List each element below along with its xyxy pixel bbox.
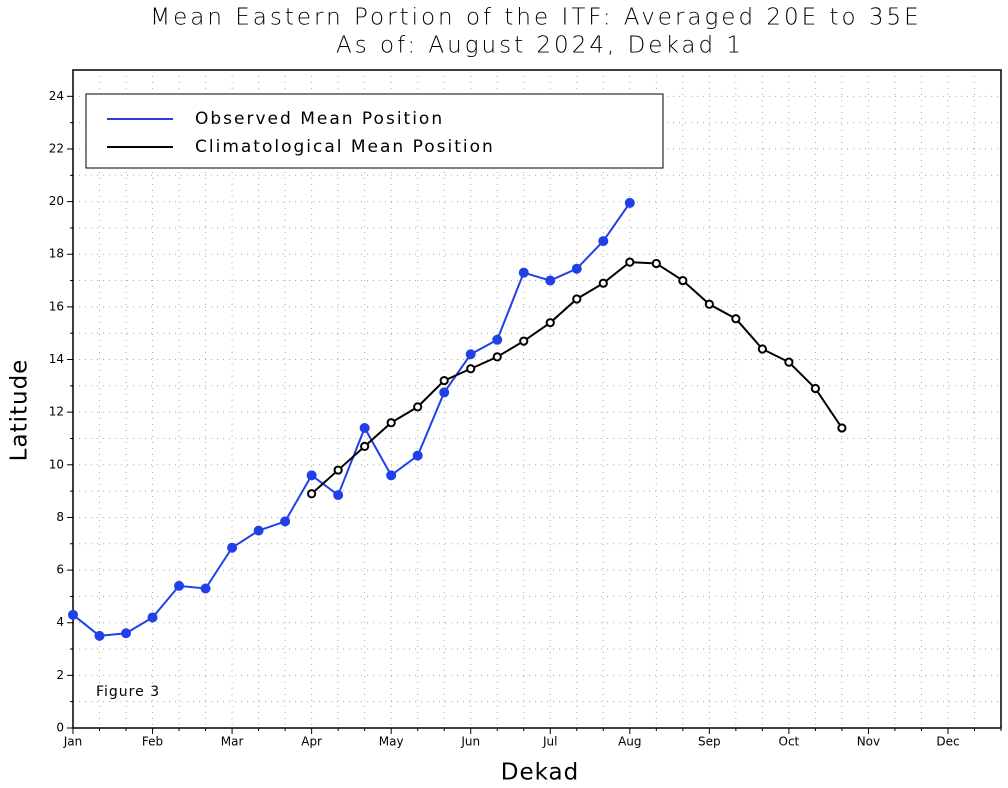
x-tick-label: Nov [857, 735, 880, 749]
y-tick-label: 2 [56, 668, 64, 682]
data-point [466, 364, 476, 374]
y-tick-label: 12 [49, 405, 64, 419]
y-tick-label: 8 [56, 510, 64, 524]
x-tick-label: Feb [142, 735, 163, 749]
y-tick-label: 4 [56, 615, 64, 629]
y-tick-label: 14 [49, 352, 64, 366]
x-tick-label: Oct [779, 735, 800, 749]
x-tick-label: Mar [221, 735, 244, 749]
legend-label: Observed Mean Position [195, 109, 444, 129]
data-point [598, 236, 609, 247]
data-point [386, 418, 396, 428]
data-point [518, 267, 529, 278]
y-tick-label: 22 [49, 141, 64, 155]
data-point [651, 258, 661, 269]
series-line [72, 202, 631, 637]
data-point [492, 352, 502, 362]
data-point [810, 383, 821, 394]
data-point [306, 470, 317, 481]
data-point [545, 275, 556, 286]
annotation: Figure 3 [96, 684, 160, 700]
data-point [333, 465, 343, 475]
data-point [598, 278, 608, 288]
data-point [492, 334, 503, 345]
data-point [784, 357, 794, 367]
legend-box [85, 93, 664, 169]
data-point [359, 422, 370, 433]
data-point [678, 275, 688, 286]
data-point [625, 257, 635, 267]
data-point [360, 441, 370, 451]
y-tick-label: 24 [49, 89, 64, 103]
x-tick-label: Jul [542, 735, 557, 749]
y-axis-label: Latitude [7, 359, 33, 462]
x-tick-label: Jan [63, 735, 83, 749]
data-point [837, 423, 847, 433]
y-tick-label: 10 [49, 457, 64, 471]
x-tick-label: Apr [301, 735, 322, 749]
data-point [253, 525, 264, 536]
x-axis-label: Dekad [501, 760, 579, 786]
data-point [439, 375, 449, 386]
data-point [121, 628, 132, 639]
y-tick-label: 0 [56, 721, 64, 735]
data-point [147, 612, 158, 623]
data-point [413, 402, 423, 412]
y-tick-label: 16 [49, 299, 64, 313]
x-tick-label: May [379, 735, 404, 749]
data-point [307, 489, 317, 499]
data-point [624, 197, 635, 208]
data-point [571, 263, 582, 274]
y-tick-label: 20 [49, 194, 64, 208]
chart-title: Mean Eastern Portion of the ITF: Average… [150, 5, 921, 31]
y-tick-label: 6 [56, 563, 64, 577]
data-point [757, 344, 767, 354]
y-tick-label: 18 [49, 247, 64, 261]
data-point [174, 580, 185, 591]
data-point [280, 516, 291, 527]
data-point [227, 542, 238, 553]
data-point [386, 470, 397, 481]
x-tick-label: Jun [460, 735, 480, 749]
data-point [94, 630, 105, 641]
data-point [465, 349, 476, 360]
plot-frame [72, 69, 1002, 729]
data-point [704, 299, 714, 309]
data-point [412, 450, 423, 461]
data-point [572, 294, 582, 304]
x-tick-label: Dec [936, 735, 959, 749]
data-point [439, 387, 450, 398]
data-point [333, 490, 344, 501]
legend-label: Climatological Mean Position [195, 137, 495, 157]
chart-subtitle: As of: August 2024, Dekad 1 [336, 33, 744, 59]
x-tick-label: Aug [618, 735, 641, 749]
data-point [545, 318, 555, 328]
data-point [731, 314, 741, 324]
data-point [200, 583, 211, 594]
data-point [519, 336, 529, 346]
x-tick-label: Sep [698, 735, 721, 749]
data-point [68, 609, 78, 620]
